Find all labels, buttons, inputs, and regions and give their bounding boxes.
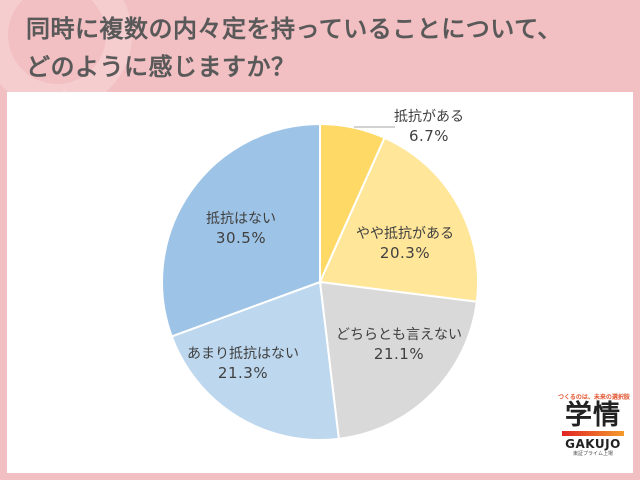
logo-gradient-bar [562,431,624,436]
logo-tagline: つくるのは、未来の選択肢 [558,394,630,401]
label-name: やや抵抗がある [356,226,454,242]
label-name: 抵抗がある [394,109,464,125]
page-title: 同時に複数の内々定を持っていることについて、 どのように感じますか？ [26,10,562,86]
slice-dochira-tomo-ienai [319,281,478,440]
label-teikou-ga-aru: 抵抗がある 6.7% [394,108,464,146]
label-name: あまり抵抗はない [187,346,299,362]
label-pct: 21.1% [373,345,425,363]
logo-english: GAKUJO [565,437,621,451]
label-yaya-teikou-ga-aru: やや抵抗がある 20.3% [356,225,454,263]
label-pct: 21.3% [217,364,269,382]
label-pct: 6.7% [408,127,450,145]
slice-teikou-wa-nai [161,123,321,338]
label-amari-teikou-wa-nai: あまり抵抗はない 21.3% [187,345,299,383]
label-pct: 30.5% [215,229,267,247]
label-name: どちらとも言えない [336,327,462,343]
title-line-1: 同時に複数の内々定を持っていることについて、 [26,15,562,43]
title-line-2: どのように感じますか？ [26,53,296,81]
logo-kanji: 学情 [565,400,621,431]
label-pct: 20.3% [379,244,431,262]
slice-yaya-teikou-ga-aru [319,136,480,303]
label-name: 抵抗はない [206,211,276,227]
gakujo-logo: つくるのは、未来の選択肢 学情 GAKUJO 東証プライム上場 [558,394,630,458]
label-teikou-wa-nai: 抵抗はない 30.5% [206,210,276,248]
label-dochira-tomo-ienai: どちらとも言えない 21.1% [336,326,462,364]
logo-sub: 東証プライム上場 [573,451,613,457]
